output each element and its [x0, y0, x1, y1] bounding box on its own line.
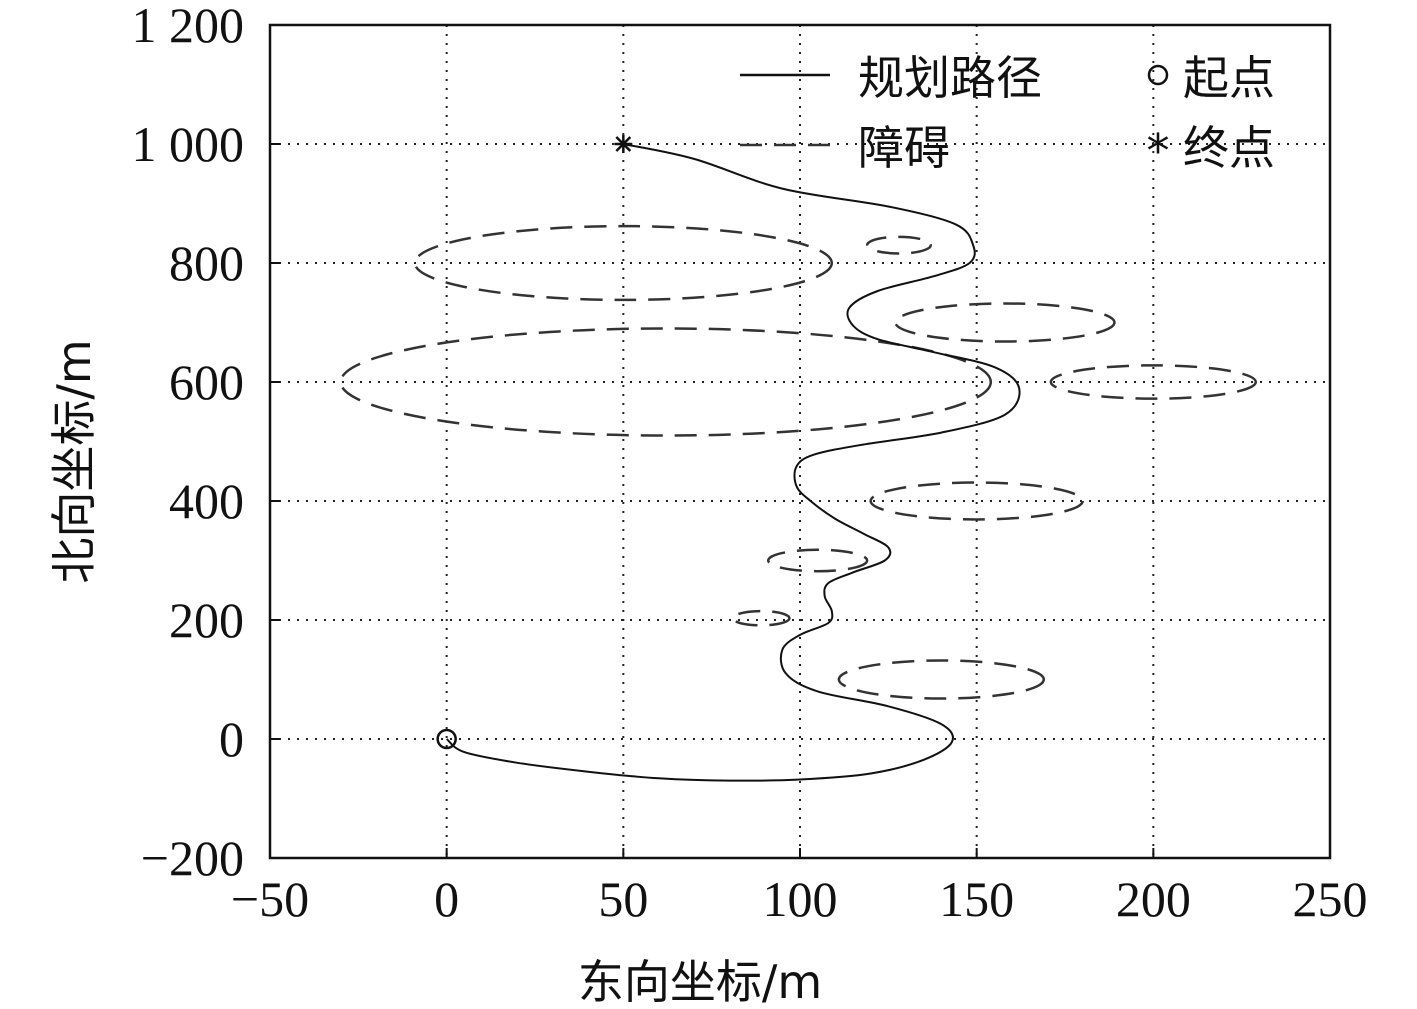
- x-tick-label: 100: [763, 871, 838, 927]
- x-tick-label: 250: [1293, 871, 1368, 927]
- x-tick-label: 150: [939, 871, 1014, 927]
- y-axis-title: 北向坐标/m: [47, 339, 101, 583]
- obstacle-ellipse: [894, 302, 1116, 343]
- y-tick-label: 200: [169, 592, 244, 648]
- x-tick-label: −50: [231, 871, 309, 927]
- x-tick-label: 200: [1116, 871, 1191, 927]
- y-tick-label: 600: [169, 354, 244, 410]
- y-tick-label: 400: [169, 473, 244, 529]
- y-tick-label: 800: [169, 235, 244, 291]
- legend-start-label: 起点: [1183, 51, 1275, 105]
- axis-ticks: −50 0 50 100 150 200 250 −200 0 200 400 600 800 1 000…: [132, 0, 1368, 927]
- obstacle-ellipse: [731, 609, 791, 627]
- obstacle-ellipse: [1049, 364, 1258, 400]
- y-tick-label: 0: [219, 711, 244, 767]
- start-marker: [436, 728, 457, 750]
- planned-path-line: [446, 143, 1021, 782]
- plot-frame: [268, 23, 1332, 860]
- legend: 规划路径 障碍 起点 * 终点: [740, 51, 1275, 178]
- legend-end-label: 终点: [1183, 121, 1275, 175]
- x-axis-title: 东向坐标/m: [578, 955, 822, 1009]
- legend-path-label: 规划路径: [858, 51, 1042, 105]
- end-marker: [614, 135, 633, 153]
- legend-obstacle-label: 障碍: [858, 121, 950, 175]
- obstacle-ellipse: [339, 327, 993, 437]
- obstacle-ellipse: [413, 224, 834, 302]
- obstacle-ellipse: [865, 235, 932, 255]
- y-tick-label: −200: [141, 830, 244, 886]
- obstacle-ellipse: [869, 481, 1084, 521]
- legend-start-marker: [1147, 64, 1169, 86]
- y-tick-label: 1 000: [132, 116, 245, 172]
- obstacle-ellipse: [837, 659, 1046, 700]
- legend-end-marker: *: [1147, 124, 1170, 178]
- x-tick-label: 0: [434, 871, 459, 927]
- y-tick-label: 1 200: [132, 0, 245, 53]
- grid: [270, 25, 1330, 858]
- path-layer: [436, 135, 1021, 782]
- obstacles: [339, 224, 1258, 700]
- x-tick-label: 50: [598, 871, 648, 927]
- obstacle-ellipse: [766, 548, 869, 573]
